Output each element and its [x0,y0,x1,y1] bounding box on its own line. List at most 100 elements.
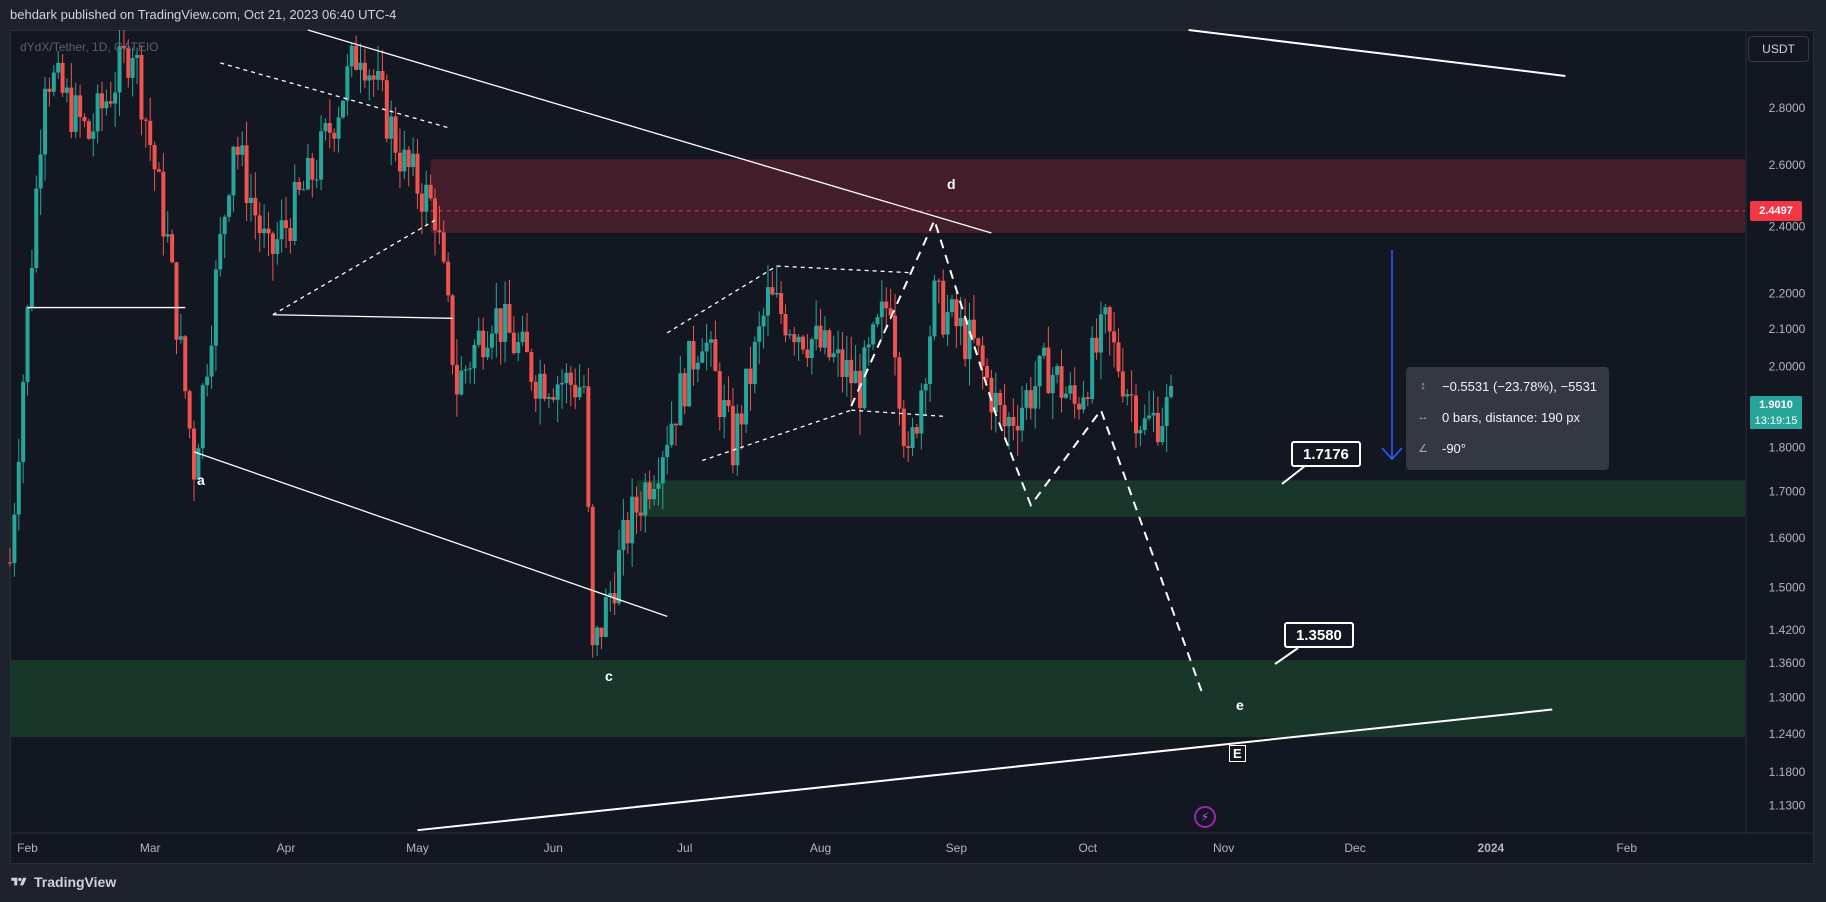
candle-body [463,369,468,371]
candle-body [305,157,310,190]
candle-body [805,349,810,359]
callout-pointer-1 [1281,465,1306,485]
candle-body [314,179,319,181]
candle-body [682,373,687,407]
candle-body [187,391,192,429]
candle-body [213,269,218,346]
wave-label-d: d [947,176,956,192]
candle-body [1142,418,1147,431]
tradingview-logo[interactable]: TradingView [10,874,116,890]
candle-body [367,75,372,81]
candle-body [284,220,289,229]
candle-body [222,216,227,235]
candle-body [1077,403,1082,410]
candle-body [511,332,516,354]
candle-body [625,520,630,544]
candle-body [384,80,389,139]
candle-body [340,100,345,118]
candle-body [516,342,521,354]
candle-body [958,317,963,327]
candle-body [963,317,968,360]
candle-body [371,75,376,80]
candle-body [897,357,902,409]
candle-body [34,188,39,268]
candle-body [345,66,350,101]
candle-body [967,319,972,360]
candle-body [752,341,757,385]
candle-body [1072,385,1077,404]
candle-body [165,234,170,237]
candle-body [397,152,402,172]
candle-body [139,54,144,120]
y-tick-label: 1.5000 [1769,581,1806,595]
candle-body [551,397,556,400]
candle-body [1085,397,1090,400]
candle-body [411,153,416,168]
candle-body [669,423,674,445]
candle-body [783,313,788,336]
y-tick-label: 1.8000 [1769,441,1806,455]
candle-body [853,370,858,384]
candle-body [419,193,424,212]
candle-body [1164,396,1169,427]
candle-body [152,145,157,170]
candle-body [735,413,740,466]
candle-body [844,359,849,377]
candle-body [503,303,508,342]
candle-body [393,116,398,153]
candle-body [779,293,784,314]
x-tick-label: Jul [677,841,692,855]
candle-body [1059,366,1064,398]
candle-body [29,267,34,307]
x-tick-label: Jun [544,841,563,855]
candle-body [349,45,354,67]
candle-body [603,597,608,637]
candle-body [638,512,643,516]
target-callout-2[interactable]: 1.3580 [1284,622,1354,648]
candle-body [774,293,779,295]
lightning-icon[interactable]: ⚡ [1194,806,1216,828]
y-tick-label: 1.2400 [1769,727,1806,741]
candle-body [993,392,998,413]
candle-body [240,145,245,155]
target-callout-1[interactable]: 1.7176 [1291,441,1361,467]
candle-body [1098,314,1103,353]
candle-body [73,95,78,132]
candle-body [647,482,652,500]
y-tick-label: 2.8000 [1769,101,1806,115]
candle-body [362,62,367,81]
candle-body [520,331,525,343]
candle-body [809,339,814,359]
currency-button[interactable]: USDT [1748,36,1809,62]
x-tick-label: 2024 [1478,841,1505,855]
candle-body [43,88,48,155]
y-tick-label: 1.7000 [1769,485,1806,499]
candle-body [1116,342,1121,372]
candle-body [971,319,976,339]
candle-body [196,448,201,480]
candle-body [441,232,446,262]
measure-bars: 0 bars, distance: 190 px [1442,410,1581,425]
candle-body [630,496,635,544]
candle-body [1125,394,1130,397]
candle-body [56,62,61,73]
candle-body [573,384,578,398]
candle-body [174,262,179,340]
candle-body [192,428,197,480]
candle-body [717,371,722,418]
candle-body [1147,415,1152,419]
y-tick-label: 1.4200 [1769,623,1806,637]
candle-body [818,325,823,348]
candle-body [757,326,762,342]
candle-body [1063,393,1068,398]
candle-body [617,550,622,604]
triangle-dashed-2 [776,265,913,274]
candle-body [82,117,87,122]
candle-body [104,101,109,109]
candle-body [69,87,74,132]
symbol-label[interactable]: dYdX/Tether, 1D, GATEIO [20,40,159,54]
candle-body [161,171,166,237]
candle-body [840,349,845,377]
candle-body [1155,412,1160,443]
